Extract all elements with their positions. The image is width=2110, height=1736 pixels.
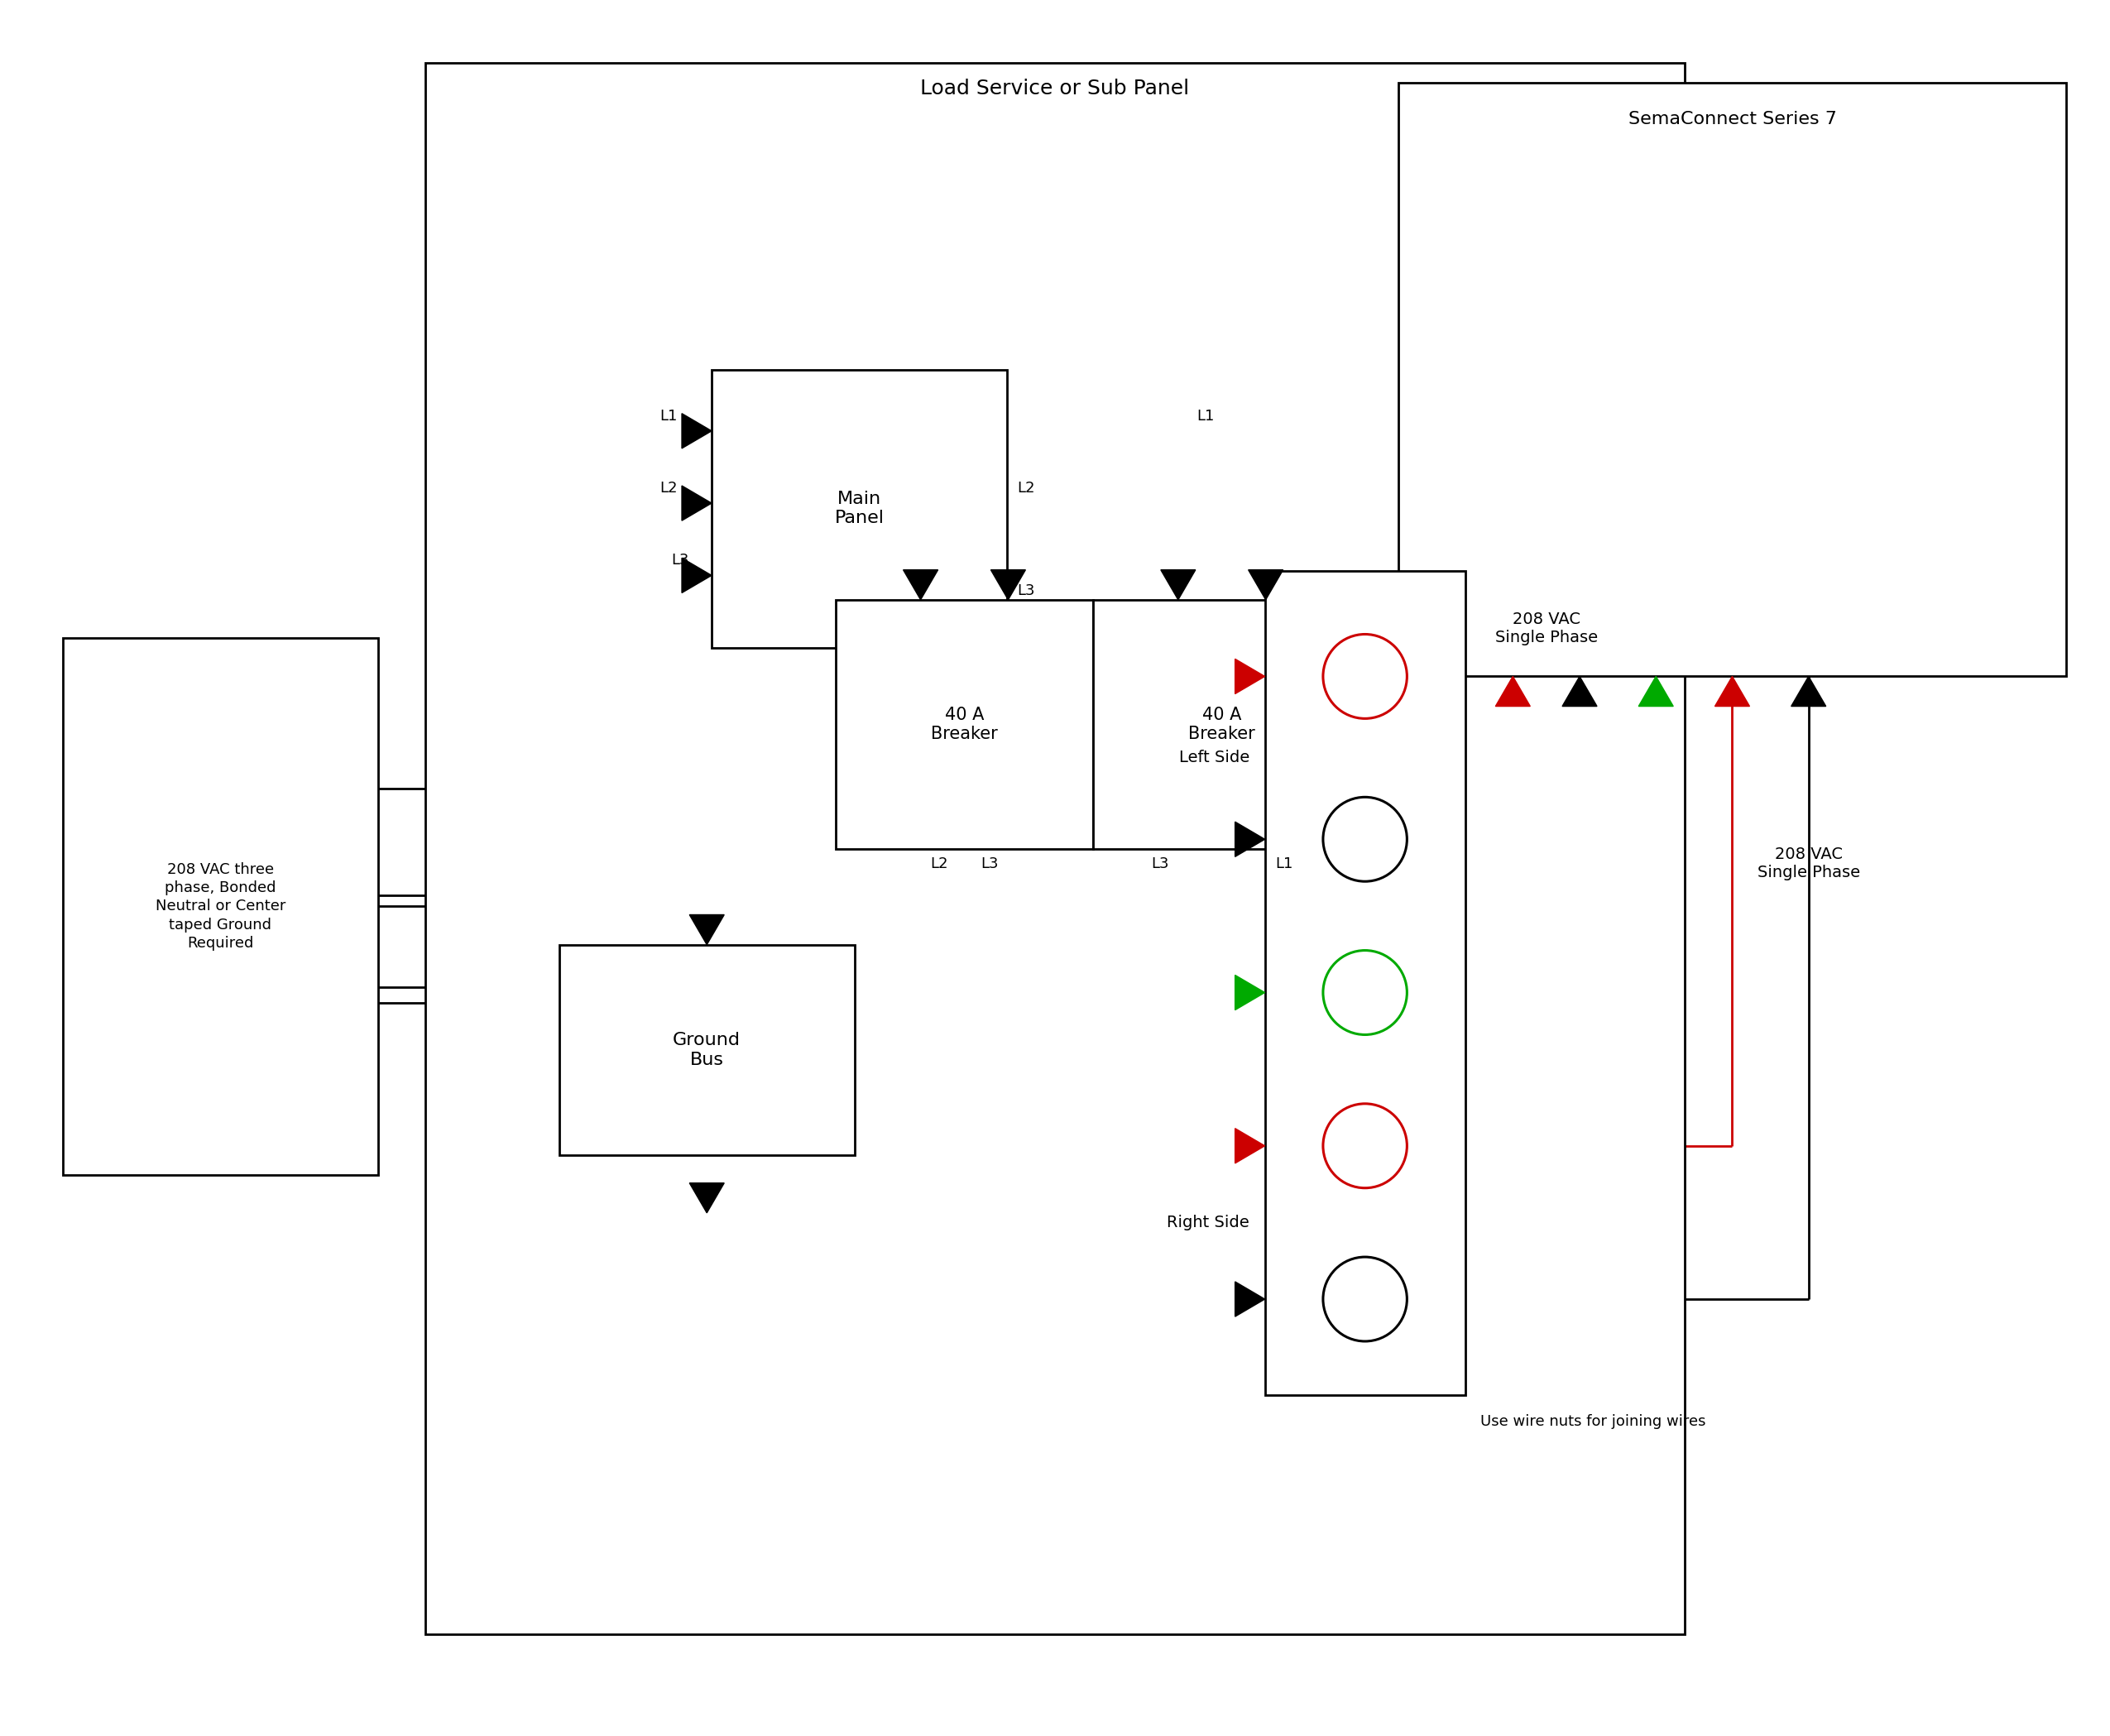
Polygon shape: [1715, 677, 1749, 707]
Polygon shape: [1791, 677, 1825, 707]
Polygon shape: [682, 486, 711, 521]
Text: L3: L3: [671, 552, 688, 568]
Text: Ground
Bus: Ground Bus: [673, 1033, 741, 1068]
Polygon shape: [992, 569, 1025, 599]
Text: L1: L1: [1274, 856, 1293, 871]
Polygon shape: [1234, 821, 1264, 856]
Text: Left Side: Left Side: [1179, 750, 1249, 766]
Bar: [559, 944, 855, 1156]
Polygon shape: [682, 557, 711, 594]
Polygon shape: [903, 569, 939, 599]
Polygon shape: [1249, 569, 1283, 599]
Bar: [711, 370, 1006, 648]
Text: Main
Panel: Main Panel: [836, 491, 884, 526]
Polygon shape: [1234, 1281, 1264, 1316]
Text: Right Side: Right Side: [1167, 1215, 1249, 1231]
Polygon shape: [682, 413, 711, 448]
Text: Load Service or Sub Panel: Load Service or Sub Panel: [920, 78, 1190, 99]
Text: L3: L3: [1150, 856, 1169, 871]
Bar: [1399, 82, 2066, 677]
Text: 208 VAC
Single Phase: 208 VAC Single Phase: [1494, 611, 1597, 646]
Text: SemaConnect Series 7: SemaConnect Series 7: [1629, 111, 1836, 128]
Bar: [426, 62, 1684, 1635]
Text: L2: L2: [660, 481, 677, 495]
Polygon shape: [1496, 677, 1530, 707]
Text: 208 VAC
Single Phase: 208 VAC Single Phase: [1758, 845, 1859, 880]
Circle shape: [1323, 1257, 1407, 1342]
Text: L1: L1: [1196, 408, 1213, 424]
Text: L3: L3: [981, 856, 998, 871]
Text: L3: L3: [1017, 583, 1034, 597]
Text: Use wire nuts for joining wires: Use wire nuts for joining wires: [1481, 1415, 1705, 1429]
Text: 208 VAC three
phase, Bonded
Neutral or Center
taped Ground
Required: 208 VAC three phase, Bonded Neutral or C…: [156, 863, 285, 951]
Circle shape: [1323, 797, 1407, 882]
Polygon shape: [1639, 677, 1673, 707]
Bar: [63, 639, 378, 1175]
Polygon shape: [1561, 677, 1597, 707]
Bar: [1093, 599, 1350, 849]
Polygon shape: [690, 915, 724, 944]
Text: 40 A
Breaker: 40 A Breaker: [931, 707, 998, 743]
Text: L1: L1: [660, 408, 677, 424]
Circle shape: [1323, 634, 1407, 719]
Polygon shape: [1234, 1128, 1264, 1163]
Bar: [1264, 571, 1464, 1396]
Polygon shape: [690, 1182, 724, 1213]
Text: 40 A
Breaker: 40 A Breaker: [1188, 707, 1255, 743]
Text: L2: L2: [931, 856, 947, 871]
Circle shape: [1323, 950, 1407, 1035]
Polygon shape: [1234, 976, 1264, 1010]
Bar: [836, 599, 1093, 849]
Circle shape: [1323, 1104, 1407, 1187]
Text: L2: L2: [1017, 481, 1034, 495]
Polygon shape: [1160, 569, 1196, 599]
Polygon shape: [1234, 660, 1264, 694]
